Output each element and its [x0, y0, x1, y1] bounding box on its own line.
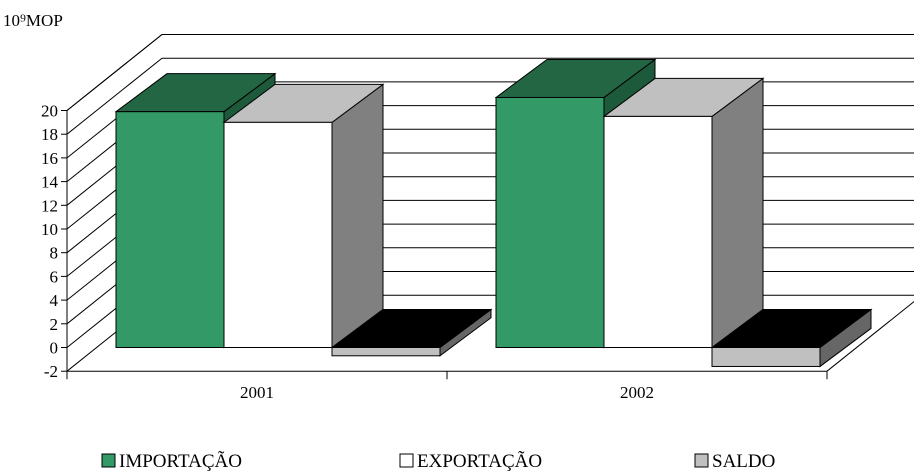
legend-label: IMPORTAÇÃO: [119, 450, 242, 472]
y-tick-label: 2: [50, 315, 59, 334]
legend-label: EXPORTAÇÃO: [417, 450, 542, 472]
x-tick-label: 2002: [620, 383, 654, 402]
y-tick-label: 16: [41, 149, 58, 168]
y-tick-label: 0: [50, 339, 59, 358]
y-tick-label: 4: [50, 291, 59, 310]
legend-label: SALDO: [712, 451, 775, 472]
legend-item: IMPORTAÇÃO: [101, 450, 242, 472]
y-tick-label: 10: [41, 220, 58, 239]
bar-2002-2: [710, 308, 873, 368]
bar-2002-1: [602, 77, 765, 349]
y-tick-label: 14: [41, 173, 59, 192]
legend: IMPORTAÇÃO EXPORTAÇÃO SALDO: [101, 450, 775, 472]
y-axis: -2 0 2 4 6 8 10 12 14 16 18 20: [41, 102, 67, 381]
bars: [114, 58, 873, 368]
y-tick-label: 6: [50, 267, 59, 286]
legend-swatch: [694, 453, 709, 468]
y-tick-label: 18: [41, 125, 58, 144]
legend-item: SALDO: [694, 451, 775, 472]
unit-label: 10⁹MOP: [3, 11, 63, 30]
bar-2001-1: [222, 83, 385, 349]
y-tick-label: 20: [41, 102, 58, 121]
x-axis: 2001 2002: [66, 371, 828, 402]
y-tick-label: -2: [44, 362, 58, 381]
gridline: [66, 34, 914, 111]
legend-swatch: [399, 453, 414, 468]
y-tick-label: 12: [41, 196, 58, 215]
legend-swatch: [101, 453, 116, 468]
legend-item: EXPORTAÇÃO: [399, 450, 542, 472]
gridline: [66, 57, 914, 135]
y-tick-label: 8: [50, 244, 59, 263]
bar-2001-2: [330, 308, 493, 357]
x-tick-label: 2001: [240, 383, 274, 402]
